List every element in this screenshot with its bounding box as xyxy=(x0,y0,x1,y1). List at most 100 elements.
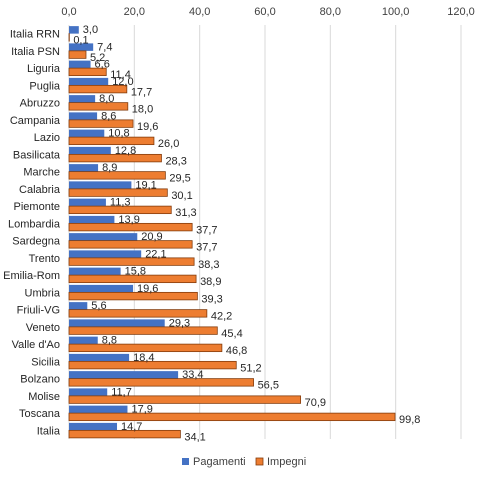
bar-pagamenti xyxy=(69,405,128,414)
data-label-impegni: 45,4 xyxy=(221,328,242,340)
data-label-impegni: 99,8 xyxy=(399,414,420,426)
x-tick-label: 0,0 xyxy=(61,6,76,18)
bar-impegni xyxy=(68,136,155,146)
bar-pagamenti xyxy=(69,77,109,86)
data-label-impegni: 19,6 xyxy=(137,121,158,133)
data-label-impegni: 0,1 xyxy=(73,35,88,47)
category-label: Umbria xyxy=(25,287,61,299)
category-label: Sicilia xyxy=(31,356,61,368)
category-label: Veneto xyxy=(26,322,60,334)
data-label-impegni: 29,5 xyxy=(169,173,190,185)
bar-impegni xyxy=(68,343,223,353)
bar-impegni xyxy=(68,50,87,59)
x-tick-label: 40,0 xyxy=(189,6,210,18)
data-label-pagamenti: 15,8 xyxy=(125,266,146,278)
bar-pagamenti xyxy=(69,164,99,172)
data-label-pagamenti: 12,8 xyxy=(115,145,136,157)
bar-pagamenti xyxy=(69,112,98,120)
data-label-pagamenti: 19,6 xyxy=(137,283,158,295)
category-label: Campania xyxy=(10,115,61,127)
x-tick-label: 120,0 xyxy=(447,6,475,18)
bar-impegni xyxy=(68,429,181,439)
bar-pagamenti xyxy=(69,267,121,276)
x-tick-label: 60,0 xyxy=(254,6,275,18)
bar-impegni xyxy=(68,171,166,180)
data-label-pagamenti: 6,6 xyxy=(95,59,110,71)
category-label: Lombardia xyxy=(8,218,61,230)
data-label-pagamenti: 7,4 xyxy=(97,41,112,53)
bar-impegni xyxy=(68,67,107,77)
bars xyxy=(68,26,396,439)
legend-label-impegni: Impegni xyxy=(267,456,306,468)
data-label-impegni: 37,7 xyxy=(196,224,217,236)
data-label-pagamenti: 8,0 xyxy=(99,93,114,105)
data-label-impegni: 30,1 xyxy=(171,190,192,202)
category-label: Basilicata xyxy=(13,149,61,161)
data-label-impegni: 26,0 xyxy=(158,138,179,150)
category-label: Emilia-Rom xyxy=(3,270,60,282)
bar-pagamenti xyxy=(69,250,142,258)
data-label-impegni: 46,8 xyxy=(226,345,247,357)
bar-pagamenti xyxy=(69,129,105,138)
legend-swatch-pagamenti xyxy=(182,458,189,465)
data-label-pagamenti: 3,0 xyxy=(83,24,98,36)
bar-pagamenti xyxy=(69,302,88,310)
bar-pagamenti xyxy=(69,43,94,51)
bar-pagamenti xyxy=(69,215,115,224)
bar-pagamenti xyxy=(69,319,165,327)
bar-pagamenti xyxy=(69,233,138,241)
category-label: Abruzzo xyxy=(20,98,60,110)
data-label-pagamenti: 10,8 xyxy=(108,128,129,140)
category-label: Italia PSN xyxy=(11,46,60,58)
bar-impegni xyxy=(68,360,237,370)
bar-impegni xyxy=(68,326,218,335)
bar-pagamenti xyxy=(69,388,108,396)
category-label: Puglia xyxy=(29,80,60,92)
bar-impegni xyxy=(68,378,254,387)
bar-impegni xyxy=(68,188,168,197)
bar-impegni xyxy=(68,205,172,215)
x-tick-label: 80,0 xyxy=(320,6,341,18)
category-label: Italia RRN xyxy=(10,29,60,41)
bar-impegni xyxy=(68,395,302,404)
data-label-impegni: 34,1 xyxy=(184,431,205,443)
bar-pagamenti xyxy=(69,181,132,189)
legend-label-pagamenti: Pagamenti xyxy=(193,456,246,468)
category-label: Friuli-VG xyxy=(17,305,60,317)
data-label-pagamenti: 29,3 xyxy=(169,317,190,329)
category-label: Toscana xyxy=(19,408,61,420)
bar-pagamenti xyxy=(69,146,111,155)
bar-impegni xyxy=(68,240,193,249)
bar-pagamenti xyxy=(69,60,91,69)
data-label-impegni: 70,9 xyxy=(305,397,326,409)
bar-impegni xyxy=(68,102,129,111)
bar-impegni xyxy=(68,84,128,94)
category-label: Molise xyxy=(28,391,60,403)
x-tick-label: 100,0 xyxy=(382,6,410,18)
category-label: Bolzano xyxy=(20,374,60,386)
bar-impegni xyxy=(68,291,198,301)
category-label: Sardegna xyxy=(12,236,61,248)
data-label-pagamenti: 8,9 xyxy=(102,162,117,174)
gridlines xyxy=(68,25,462,439)
data-label-pagamenti: 8,6 xyxy=(101,110,116,122)
data-label-impegni: 56,5 xyxy=(258,380,279,392)
category-label: Liguria xyxy=(27,63,61,75)
bar-pagamenti xyxy=(69,284,134,293)
legend: Pagamenti Impegni xyxy=(182,456,306,468)
data-label-impegni: 17,7 xyxy=(131,86,152,98)
category-label: Piemonte xyxy=(14,201,60,213)
data-label-impegni: 39,3 xyxy=(201,293,222,305)
category-label: Marche xyxy=(23,167,60,179)
data-label-pagamenti: 12,0 xyxy=(112,76,133,88)
data-label-pagamenti: 19,1 xyxy=(135,179,156,191)
data-label-pagamenti: 33,4 xyxy=(182,369,203,381)
category-label: Italia xyxy=(37,425,61,437)
bar-impegni xyxy=(68,222,193,232)
x-axis-ticks: 0,0 20,0 40,0 60,0 80,0 100,0 120,0 xyxy=(61,6,474,18)
data-label-impegni: 31,3 xyxy=(175,207,196,219)
data-label-pagamenti: 11,3 xyxy=(110,197,131,209)
data-label-pagamenti: 5,6 xyxy=(91,300,106,312)
bar-impegni xyxy=(68,119,134,128)
